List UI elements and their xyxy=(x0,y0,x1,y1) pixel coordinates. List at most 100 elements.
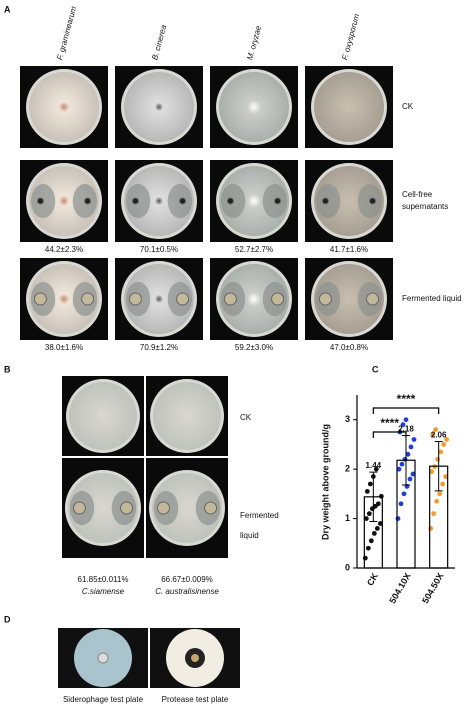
data-point xyxy=(411,437,417,442)
x-tick-label: 504.10X xyxy=(387,571,412,605)
data-point xyxy=(410,471,416,477)
y-tick-label: 3 xyxy=(345,414,350,424)
colony xyxy=(152,473,222,543)
value-label: 2.06 xyxy=(431,431,447,440)
colony xyxy=(124,264,194,334)
inhibition-rate: 44.2±2.3% xyxy=(45,245,83,254)
colony xyxy=(219,166,289,236)
significance-bracket xyxy=(372,431,407,438)
species-name: C. australisinense xyxy=(155,587,219,596)
data-point xyxy=(428,526,434,531)
inhibition-rate: 41.7±1.6% xyxy=(330,245,368,254)
inhibition-rate: 70.9±1.2% xyxy=(140,343,178,352)
colony xyxy=(153,382,221,450)
data-point xyxy=(366,511,372,517)
data-point xyxy=(441,442,447,447)
colony xyxy=(314,264,384,334)
error-bar xyxy=(434,440,443,492)
data-point xyxy=(362,555,368,561)
strain-name: F. graminearum xyxy=(55,5,78,61)
data-point xyxy=(438,449,444,455)
well xyxy=(318,292,332,306)
value-label: 1.44 xyxy=(366,461,382,470)
colony xyxy=(314,72,384,142)
data-point xyxy=(377,521,383,526)
row-label: CK xyxy=(402,102,414,111)
y-tick-label: 2 xyxy=(345,464,350,474)
data-point xyxy=(405,451,411,457)
data-point xyxy=(402,456,408,462)
data-point xyxy=(435,456,441,462)
well xyxy=(204,501,218,515)
data-point xyxy=(433,427,439,432)
data-point xyxy=(395,516,401,521)
strain-name: F. oxysporum xyxy=(340,13,361,61)
well xyxy=(179,197,187,205)
well xyxy=(36,197,44,205)
well xyxy=(84,197,92,205)
colony xyxy=(69,382,137,450)
data-point xyxy=(368,538,374,544)
data-point xyxy=(444,437,450,442)
data-point xyxy=(364,488,370,494)
row-label: Fermented liquid xyxy=(240,511,279,540)
row-label: Cell-free supernatants xyxy=(402,190,448,211)
well xyxy=(72,501,86,515)
data-point xyxy=(400,422,406,428)
data-point xyxy=(371,531,377,536)
data-point xyxy=(407,476,413,482)
inhibition-rate: 47.0±0.8% xyxy=(330,343,368,352)
well xyxy=(81,292,95,306)
well xyxy=(369,197,377,205)
data-point xyxy=(440,481,446,487)
colony xyxy=(29,166,99,236)
well xyxy=(321,197,329,205)
significance-label: **** xyxy=(380,416,399,430)
row-label: Fermented liquid xyxy=(402,294,462,303)
significance-bracket xyxy=(372,407,440,414)
well xyxy=(366,292,380,306)
colony xyxy=(29,264,99,334)
data-point xyxy=(365,545,371,551)
strain-name: M. oryzae xyxy=(245,24,263,61)
data-point xyxy=(396,466,402,472)
inhibition-rate: 52.7±2.7% xyxy=(235,245,273,254)
colony xyxy=(124,166,194,236)
data-point xyxy=(437,491,443,497)
panel-label: C xyxy=(372,364,379,374)
species-name: C.siamense xyxy=(82,587,125,596)
data-point xyxy=(401,491,407,497)
well xyxy=(176,292,190,306)
strain-name: B. cinerea xyxy=(150,23,168,61)
panel-label: B xyxy=(4,364,11,374)
data-point xyxy=(408,444,414,450)
y-tick-label: 0 xyxy=(345,562,350,572)
plate-caption: Siderophage test plate xyxy=(63,695,144,704)
colony xyxy=(29,72,99,142)
error-bar xyxy=(369,471,378,523)
colony xyxy=(219,264,289,334)
well xyxy=(128,292,142,306)
data-point xyxy=(430,432,436,437)
well xyxy=(191,654,199,662)
data-point xyxy=(399,461,405,467)
data-point xyxy=(374,526,380,531)
colony xyxy=(219,72,289,142)
well xyxy=(271,292,285,306)
panel-label: D xyxy=(4,614,11,624)
data-point xyxy=(431,511,437,517)
significance-label: **** xyxy=(397,392,416,406)
colony xyxy=(124,72,194,142)
data-point xyxy=(375,501,381,507)
well xyxy=(226,197,234,205)
well xyxy=(131,197,139,205)
data-point xyxy=(363,516,369,521)
x-tick-label: CK xyxy=(365,571,380,588)
inhibition-rate: 70.1±0.5% xyxy=(140,245,178,254)
well xyxy=(274,197,282,205)
y-axis-title: Dry weight above ground/g xyxy=(320,424,330,540)
row-label: CK xyxy=(240,413,252,422)
inhibition-rate: 38.0±1.6% xyxy=(45,343,83,352)
